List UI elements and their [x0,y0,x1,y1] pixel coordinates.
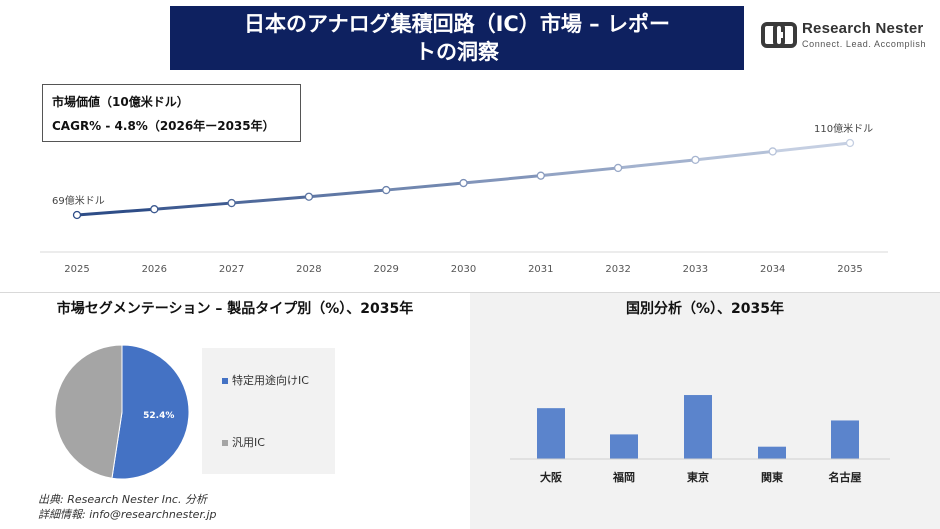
research-nester-logo: Research Nester Connect. Lead. Accomplis… [760,18,930,54]
cagr-label: CAGR% - 4.8%（2026年ー2035年） [52,119,275,133]
x-tick-label: 2031 [528,264,553,275]
line-point [459,178,468,188]
legend-label-asic: 特定用途向けIC [232,374,309,387]
x-tick-label: 2028 [296,264,321,275]
x-tick-label: 2025 [64,264,89,275]
line-point [227,198,236,208]
report-title-line-2: トの洞察 [415,40,499,64]
line-segment [693,149,775,162]
legend-swatch-asic [222,378,228,384]
section-divider [0,292,940,293]
x-tick-label: 2035 [837,264,862,275]
legend-label-general-ic: 汎用IC [232,436,265,449]
line-segment [152,201,234,211]
line-point [72,210,82,220]
bar [684,395,712,459]
line-segment [384,181,465,192]
source-line: 出典: Research Nester Inc. 分析 [38,493,207,506]
x-tick-label: 2033 [683,264,708,275]
market-value-label: 市場価値（10億米ドル） [52,95,189,109]
line-point [382,185,391,195]
x-tick-label: 2027 [219,264,244,275]
pie-slice-label: 52.4% [143,411,174,421]
line-point [691,155,700,165]
line-point [845,138,855,148]
legend-item-general-ic: 汎用IC [222,434,265,450]
pie-slice [111,344,190,480]
bar-category-label: 名古屋 [829,470,862,484]
start-value-label: 69億米ドル [52,194,105,207]
pie-slice [54,344,123,479]
bar [610,434,638,459]
line-point [613,163,623,173]
x-tick-label: 2034 [760,264,785,275]
logo-name: Research Nester [802,20,924,37]
bar-chart-title: 国別分析（%）、2035年 [626,301,784,317]
bar [758,446,786,459]
contact-line: 詳細情報: info@researchnester.jp [38,508,217,521]
market-info-box: 市場価値（10億米ドル） CAGR% - 4.8%（2026年ー2035年） [42,84,301,142]
legend-item-asic: 特定用途向けIC [222,372,309,388]
x-tick-label: 2030 [451,264,476,275]
bar-category-label: 関東 [761,470,784,484]
line-segment [462,174,543,185]
report-title-line-1: 日本のアナログ集積回路（IC）市場 – レポー [244,12,670,36]
country-bar-chart: 大阪 福岡 東京 関東 名古屋 [510,395,890,484]
line-segment [771,141,852,153]
line-segment [307,188,388,199]
legend-swatch-general-ic [222,440,228,446]
end-value-label: 110億米ドル [814,122,873,135]
market-growth-line-chart: 2025 2026 2027 2028 2029 2030 2031 2032 2033 2034… [40,122,888,275]
logo-mark-icon [761,22,797,48]
x-tick-label: 2029 [373,264,398,275]
line-point [304,192,314,201]
pie-chart-title: 市場セグメンテーション – 製品タイプ別（%）、2035年 [56,301,414,317]
x-tick-label: 2032 [605,264,630,275]
bar-category-label: 福岡 [612,470,635,484]
product-type-pie-chart: 52.4% [54,344,190,480]
x-tick-label: 2026 [142,264,167,275]
line-point [150,205,159,214]
pie-legend: 特定用途向けIC 汎用IC [202,348,335,474]
line-segment [539,166,620,178]
line-point [768,147,777,156]
bar [831,420,859,459]
bar [537,408,565,459]
line-segment [616,158,697,170]
source-note: 出典: Research Nester Inc. 分析 詳細情報: info@r… [38,492,217,522]
bar-category-label: 大阪 [540,470,563,484]
line-segment [75,207,156,217]
line-point [536,171,545,180]
bar-category-label: 東京 [687,470,709,484]
line-segment [230,195,311,205]
report-title: 日本のアナログ集積回路（IC）市場 – レポー トの洞察 [170,6,744,70]
logo-tagline: Connect. Lead. Accomplish [802,39,927,49]
